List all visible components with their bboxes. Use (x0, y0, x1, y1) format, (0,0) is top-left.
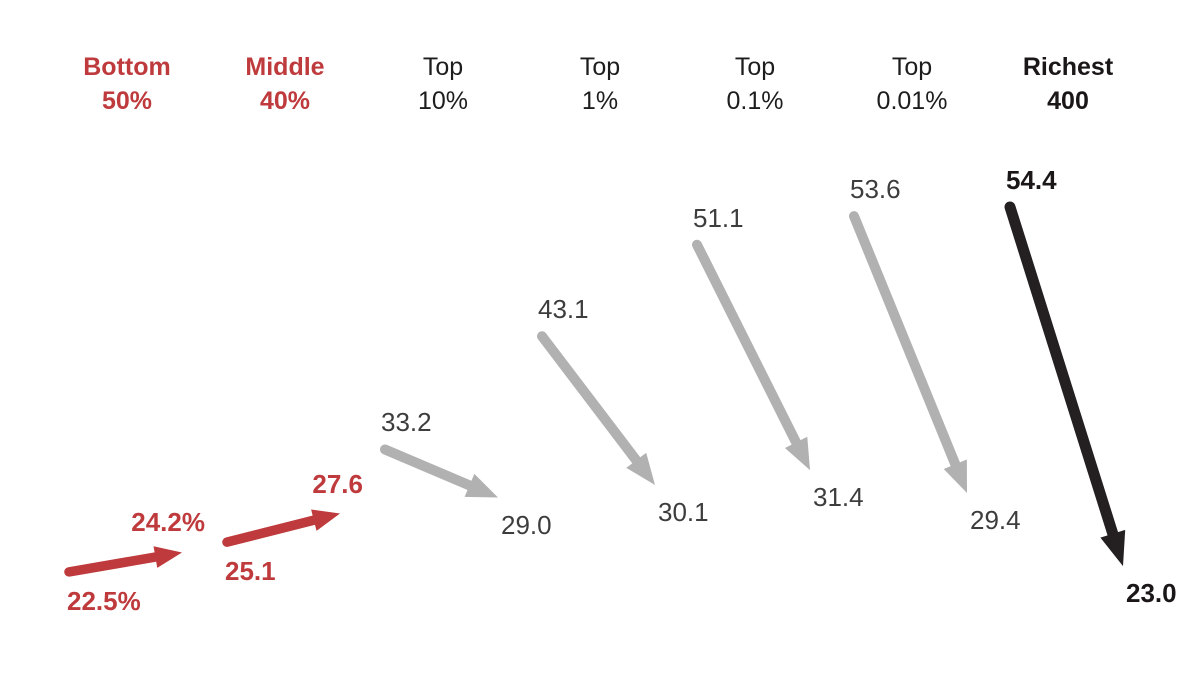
start-value-label-richest-400: 54.4 (1006, 164, 1057, 195)
arrow-shaft-top-10 (380, 444, 485, 495)
group-header-bottom-50: Bottom 50% (17, 50, 237, 118)
group-header-line2: 1% (581, 87, 619, 115)
group-header-top-10: Top 10% (333, 50, 553, 118)
start-value-label-top-1: 43.1 (538, 294, 589, 325)
arrow-head-top-0-01 (943, 459, 967, 493)
end-value-label-top-0-1: 31.4 (813, 482, 864, 513)
group-header-line2: 50% (101, 87, 153, 115)
start-value-label-top-10: 33.2 (381, 407, 432, 438)
arrow-shaft-middle-40 (222, 513, 328, 547)
arrow-head-top-1 (626, 452, 655, 485)
arrow-shaft-top-0-01 (849, 211, 965, 480)
group-header-line1: Top (579, 53, 621, 81)
arrow-head-top-0-1 (784, 436, 810, 471)
group-header-line1: Top (422, 53, 464, 81)
arrow-shaft-richest-400 (1004, 201, 1122, 551)
start-value-label-top-0-01: 53.6 (850, 174, 901, 205)
group-header-line2: 40% (259, 87, 311, 115)
arrow-shaft-bottom-50 (64, 550, 170, 577)
end-value-label-top-0-01: 29.4 (970, 504, 1021, 535)
arrow-shaft-top-0-1 (692, 239, 806, 458)
group-header-line1: Top (891, 53, 933, 81)
group-header-line1: Richest (1022, 53, 1114, 81)
group-header-line2: 0.01% (876, 87, 948, 115)
start-value-label-middle-40: 25.1 (225, 556, 276, 587)
end-value-label-top-10: 29.0 (501, 509, 552, 540)
start-value-label-bottom-50: 22.5% (67, 585, 141, 616)
arrow-head-bottom-50 (153, 546, 182, 568)
group-header-top-0-1: Top 0.1% (645, 50, 865, 118)
group-header-line1: Middle (245, 53, 325, 81)
group-header-line1: Bottom (83, 53, 171, 81)
group-header-line2: 10% (417, 87, 469, 115)
group-header-richest-400: Richest 400 (958, 50, 1178, 118)
end-value-label-top-1: 30.1 (658, 496, 709, 527)
group-header-top-1: Top 1% (490, 50, 710, 118)
arrow-head-top-10 (464, 473, 498, 498)
group-header-top-0-01: Top 0.01% (802, 50, 1022, 118)
arrow-shaft-top-1 (537, 331, 648, 474)
start-value-label-top-0-1: 51.1 (693, 202, 744, 233)
group-header-line1: Top (734, 53, 776, 81)
arrow-head-middle-40 (311, 509, 340, 531)
group-header-line2: 0.1% (726, 87, 784, 115)
group-header-middle-40: Middle 40% (175, 50, 395, 118)
arrow-head-richest-400 (1100, 529, 1126, 567)
group-header-line2: 400 (1047, 87, 1089, 115)
end-value-label-middle-40: 27.6 (312, 468, 363, 499)
end-value-label-richest-400: 23.0 (1126, 578, 1177, 609)
end-value-label-bottom-50: 24.2% (131, 507, 205, 538)
